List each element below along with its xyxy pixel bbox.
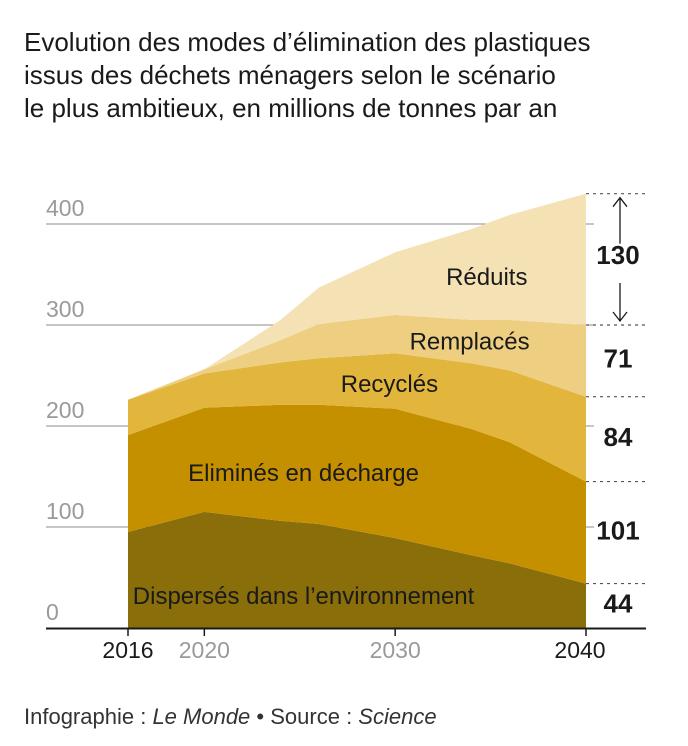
area-layers: [128, 193, 586, 628]
credit-label: Infographie :: [24, 704, 153, 729]
chart-title: Evolution des modes d’élimination des pl…: [24, 26, 664, 125]
area-label-5: Réduits: [446, 264, 527, 291]
area-series-4: [128, 314, 586, 400]
x-tick-label-2020: 2020: [179, 637, 230, 663]
footer-credits: Infographie : Le Monde • Source : Scienc…: [24, 704, 437, 730]
y-axis-tick-labels: 0 100 200 300 400: [46, 195, 84, 625]
stacked-area-chart: Dispersés dans l’environnement Eliminés e…: [46, 193, 648, 663]
area-label-1: Dispersés dans l’environnement: [133, 583, 475, 610]
x-axis: 2016 2020 2030 2040: [46, 627, 646, 663]
end-value-71: 71: [604, 344, 633, 374]
area-series-2: [128, 404, 586, 584]
end-values-column: 44 101 84 71 130: [586, 193, 648, 619]
bullet-separator: •: [256, 704, 265, 729]
x-tick-label-2040: 2040: [554, 637, 605, 663]
bracket-arrowhead-up: [612, 196, 628, 208]
x-tick-label-2030: 2030: [370, 637, 421, 663]
y-tick-label-300: 300: [46, 296, 84, 322]
title-line-2: issus des déchets ménagers selon le scén…: [24, 60, 556, 90]
y-tick-label-0: 0: [46, 599, 59, 625]
end-value-84: 84: [604, 422, 633, 452]
credit-name: Le Monde: [152, 704, 251, 729]
title-line-1: Evolution des modes d’élimination des pl…: [24, 27, 591, 57]
y-tick-label-200: 200: [46, 397, 84, 423]
source-label: Source :: [270, 704, 359, 729]
area-labels: Dispersés dans l’environnement Eliminés e…: [133, 264, 530, 610]
y-tick-label-100: 100: [46, 498, 84, 524]
area-series-5: [128, 193, 586, 400]
area-label-4: Remplacés: [410, 329, 530, 356]
end-value-101: 101: [596, 515, 639, 545]
area-label-3: Recyclés: [341, 371, 438, 398]
x-tick-label-2016: 2016: [102, 637, 153, 663]
bracket-arrowhead-down: [612, 311, 628, 323]
title-line-3: le plus ambitieux, en millions de tonnes…: [24, 93, 558, 123]
end-value-44: 44: [604, 589, 633, 619]
area-label-2: Eliminés en décharge: [188, 460, 419, 487]
area-series-3: [128, 353, 586, 482]
end-value-130: 130: [596, 240, 639, 270]
area-series-1: [128, 511, 586, 628]
y-tick-label-400: 400: [46, 195, 84, 221]
source-name: Science: [358, 704, 437, 729]
